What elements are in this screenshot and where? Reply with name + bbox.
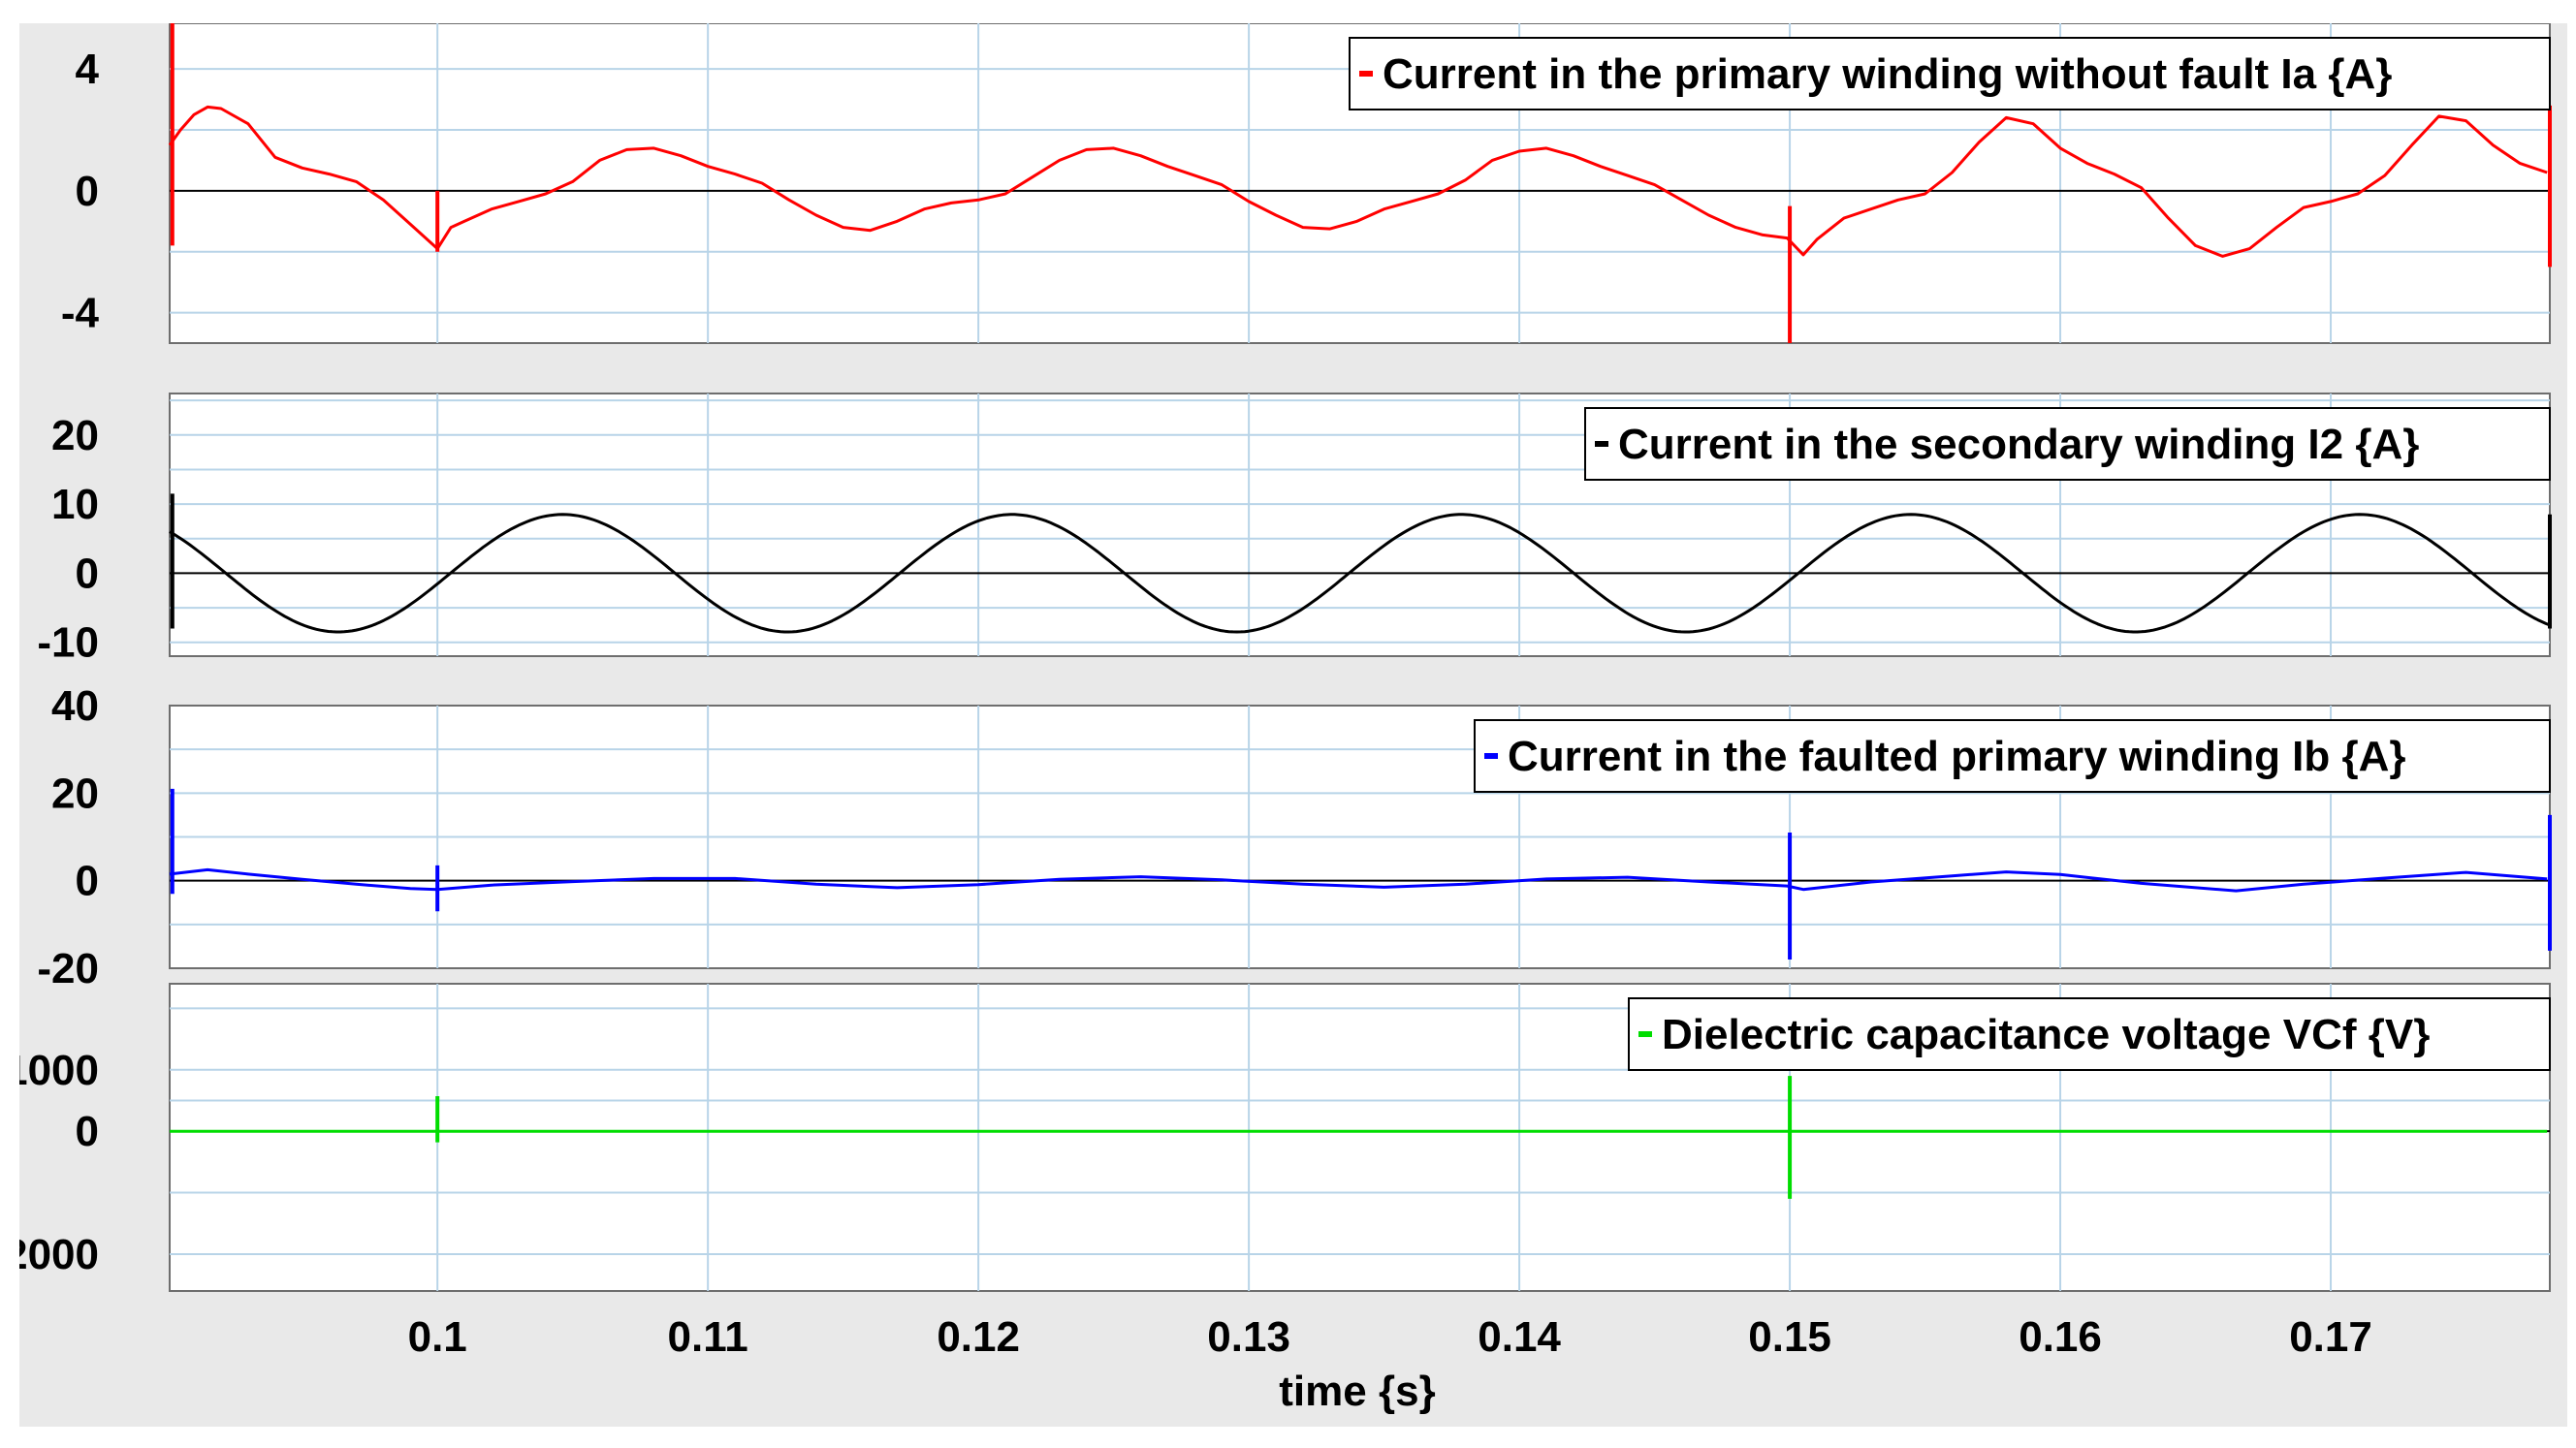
y-tick-label: -10 bbox=[37, 619, 99, 667]
x-tick-label: 0.15 bbox=[1748, 1313, 1831, 1361]
y-tick-label: 0 bbox=[76, 550, 99, 597]
x-tick-label: 0.16 bbox=[2019, 1313, 2102, 1361]
legend-text: Current in the secondary winding I2 {A} bbox=[1618, 421, 2419, 468]
series-line bbox=[169, 867, 2548, 893]
x-tick-label: 0.12 bbox=[937, 1313, 1020, 1361]
x-tick-label: 0.13 bbox=[1207, 1313, 1290, 1361]
panel-second: 20 10 0 -10 Current in the secondary winding… bbox=[37, 393, 2552, 667]
panel-bottom: 1000 0 -2000 Dielectric capacitance voltage… bbox=[19, 983, 2551, 1292]
legend-text: Dielectric capacitance voltage VCf {V} bbox=[1662, 1011, 2430, 1058]
legend-box bbox=[1628, 997, 2551, 1071]
y-tick-label: 0 bbox=[76, 168, 99, 215]
y-tick-label: 40 bbox=[51, 682, 99, 730]
x-axis-label: time {s} bbox=[1279, 1368, 1435, 1415]
y-tick-label: 1000 bbox=[19, 1047, 99, 1094]
panel-top: 4 0 -4 Current in the primary winding witho… bbox=[61, 23, 2552, 344]
legend-text: Current in the faulted primary winding I… bbox=[1508, 733, 2406, 780]
x-tick-label: 0.1 bbox=[408, 1313, 467, 1361]
y-tick-label: -20 bbox=[37, 945, 99, 992]
series-line bbox=[169, 513, 2551, 634]
legend-box bbox=[1474, 719, 2551, 793]
y-tick-label: 20 bbox=[51, 770, 99, 817]
legend-text: Current in the primary winding without f… bbox=[1383, 50, 2392, 98]
y-tick-label: 0 bbox=[76, 1108, 99, 1155]
y-tick-label: 20 bbox=[51, 412, 99, 459]
y-tick-label: 0 bbox=[76, 858, 99, 905]
oscilloscope-frame: 4 0 -4 Current in the primary winding witho… bbox=[19, 23, 2567, 1427]
x-tick-label: 0.17 bbox=[2289, 1313, 2372, 1361]
y-tick-label: -4 bbox=[61, 290, 100, 337]
y-tick-label: 10 bbox=[51, 481, 99, 528]
x-tick-label: 0.14 bbox=[1478, 1313, 1561, 1361]
series-line bbox=[168, 105, 2548, 258]
y-tick-label: -2000 bbox=[19, 1231, 99, 1278]
y-tick-label: 4 bbox=[76, 46, 100, 93]
x-tick-label: 0.11 bbox=[668, 1313, 748, 1361]
legend-box bbox=[1349, 37, 2551, 110]
panel-third: 40 20 0 -20 Current in the faulted primary w… bbox=[37, 682, 2552, 992]
legend-box bbox=[1584, 407, 2551, 481]
